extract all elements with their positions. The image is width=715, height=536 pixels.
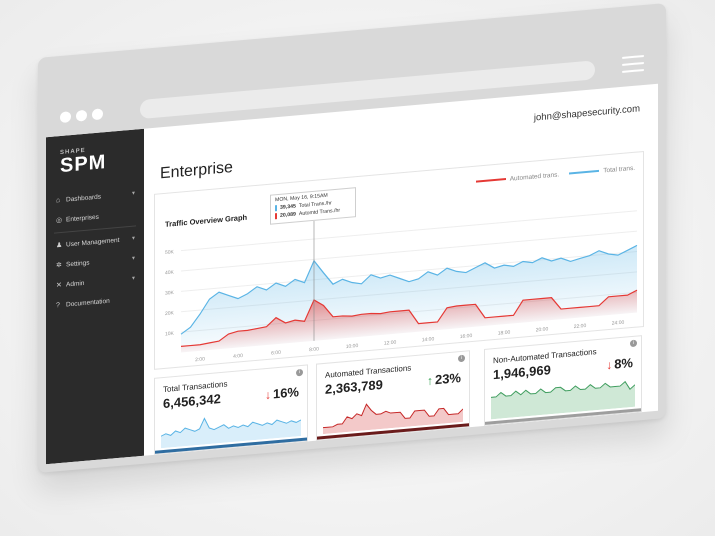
wrench-icon: ✕: [56, 281, 62, 290]
tooltip-automated-value: 20,089: [280, 211, 296, 219]
x-tick-label: 4:00: [233, 353, 243, 360]
x-tick-label: 8:00: [309, 346, 319, 353]
series-line-automated[interactable]: [181, 272, 638, 347]
series-line-total[interactable]: [180, 232, 638, 335]
y-tick-label: 20K: [165, 310, 175, 317]
x-tick-label: 18:00: [498, 330, 511, 337]
info-icon[interactable]: i: [458, 354, 465, 363]
x-tick-label: 2:00: [195, 356, 205, 363]
menu-icon[interactable]: [622, 54, 644, 78]
sparkline-line: [491, 380, 635, 398]
x-tick-label: 14:00: [422, 336, 435, 343]
sidebar-item-label: Dashboards: [66, 192, 102, 204]
chevron-down-icon[interactable]: ▼: [131, 235, 136, 242]
stat-change-value: 16%: [272, 384, 299, 402]
stat-value: 2,363,789: [325, 376, 383, 397]
legend-swatch-automated: [475, 178, 506, 183]
tooltip-total-value: 39,345: [280, 203, 296, 211]
chevron-down-icon[interactable]: ▼: [131, 275, 136, 282]
series-area-automated: [181, 290, 637, 353]
traffic-graph-card: 10K 20K 30K 40K 50K 2:00 4:00 6:00 8:00 10:00 12:0…: [154, 150, 644, 370]
x-tick-label: 24:00: [612, 320, 625, 327]
users-icon: ♟: [56, 241, 63, 250]
sparkline-area: [491, 381, 635, 420]
arrow-up-icon: ↑: [426, 373, 433, 388]
x-tick-label: 12:00: [384, 340, 397, 347]
main-content: john@shapesecurity.com Enterprise 10K 20K…: [144, 84, 658, 456]
window-maximize-dot[interactable]: [92, 108, 103, 121]
tooltip-automated-swatch: [275, 213, 277, 220]
sparkline-line: [161, 417, 301, 437]
sidebar-item-label: Documentation: [66, 297, 110, 309]
legend-swatch-total: [569, 170, 600, 175]
tooltip-automated-label: Automtd Trans./hr: [298, 207, 341, 218]
question-icon: ?: [56, 301, 60, 309]
x-tick-label: 6:00: [271, 350, 281, 357]
user-email[interactable]: john@shapesecurity.com: [533, 103, 640, 124]
stat-change: ↑ 23%: [427, 370, 461, 388]
y-tick-label: 50K: [165, 249, 175, 256]
window-close-dot[interactable]: [60, 111, 71, 124]
info-icon[interactable]: i: [630, 339, 637, 348]
sidebar-item-label: Settings: [66, 258, 90, 269]
stat-value: 6,456,342: [163, 391, 221, 412]
stat-change-value: 23%: [434, 369, 461, 388]
globe-icon: ◎: [56, 216, 63, 225]
grid-line: [181, 230, 637, 272]
grid-line: [181, 210, 637, 252]
arrow-down-icon: ↓: [606, 357, 613, 373]
tooltip-total-swatch: [275, 205, 277, 212]
y-tick-label: 40K: [165, 270, 175, 277]
x-tick-label: 16:00: [460, 333, 473, 340]
arrow-down-icon: ↓: [264, 387, 271, 403]
y-tick-label: 10K: [165, 331, 175, 338]
stat-card-automated[interactable]: Automated Transactions 2,363,789 ↑ 23% i: [316, 350, 470, 441]
stat-change: ↓ 8%: [606, 355, 633, 372]
window-minimize-dot[interactable]: [76, 109, 87, 122]
page-title: Enterprise: [160, 158, 233, 183]
stat-value: 1,946,969: [493, 362, 551, 383]
sidebar-item-label: Enterprises: [66, 213, 99, 224]
traffic-chart: 10K 20K 30K 40K 50K 2:00 4:00 6:00 8:00 10:00 12:0…: [165, 210, 638, 363]
sparkline-area: [161, 418, 301, 449]
sidebar-item-label: Admin: [66, 279, 85, 289]
stat-change: ↓ 16%: [265, 384, 299, 402]
home-icon: ⌂: [56, 196, 61, 204]
x-tick-label: 22:00: [574, 323, 587, 330]
sparkline-area: [323, 404, 463, 435]
stat-card-non-automated[interactable]: Non-Automated Transactions 1,946,969 ↓ 8%…: [484, 335, 642, 426]
sparkline-automated: [323, 403, 463, 435]
sidebar: SHAPE SPM ⌂ Dashboards ▼ ◎ Enterprises ♟ User …: [46, 128, 144, 465]
stat-change-value: 8%: [614, 354, 633, 372]
page-viewport: SHAPE SPM ⌂ Dashboards ▼ ◎ Enterprises ♟ User …: [46, 83, 658, 465]
info-icon[interactable]: i: [296, 368, 303, 377]
sparkline-line: [323, 403, 463, 429]
chevron-down-icon[interactable]: ▼: [131, 190, 136, 197]
stat-card-total[interactable]: Total Transactions 6,456,342 ↓ 16% i: [154, 364, 308, 455]
gear-icon: ✲: [56, 261, 62, 270]
sidebar-nav: ⌂ Dashboards ▼ ◎ Enterprises ♟ User Management…: [46, 183, 144, 317]
x-tick-label: 20:00: [536, 326, 549, 333]
logo: SHAPE SPM: [46, 129, 144, 178]
y-tick-label: 30K: [165, 290, 175, 297]
sparkline-non-automated: [491, 380, 635, 420]
browser-window: SHAPE SPM ⌂ Dashboards ▼ ◎ Enterprises ♟ User …: [38, 3, 666, 473]
sparkline-total: [161, 417, 301, 449]
x-tick-label: 10:00: [346, 343, 359, 350]
sidebar-item-label: User Management: [66, 236, 120, 249]
chevron-down-icon[interactable]: ▼: [131, 255, 136, 262]
